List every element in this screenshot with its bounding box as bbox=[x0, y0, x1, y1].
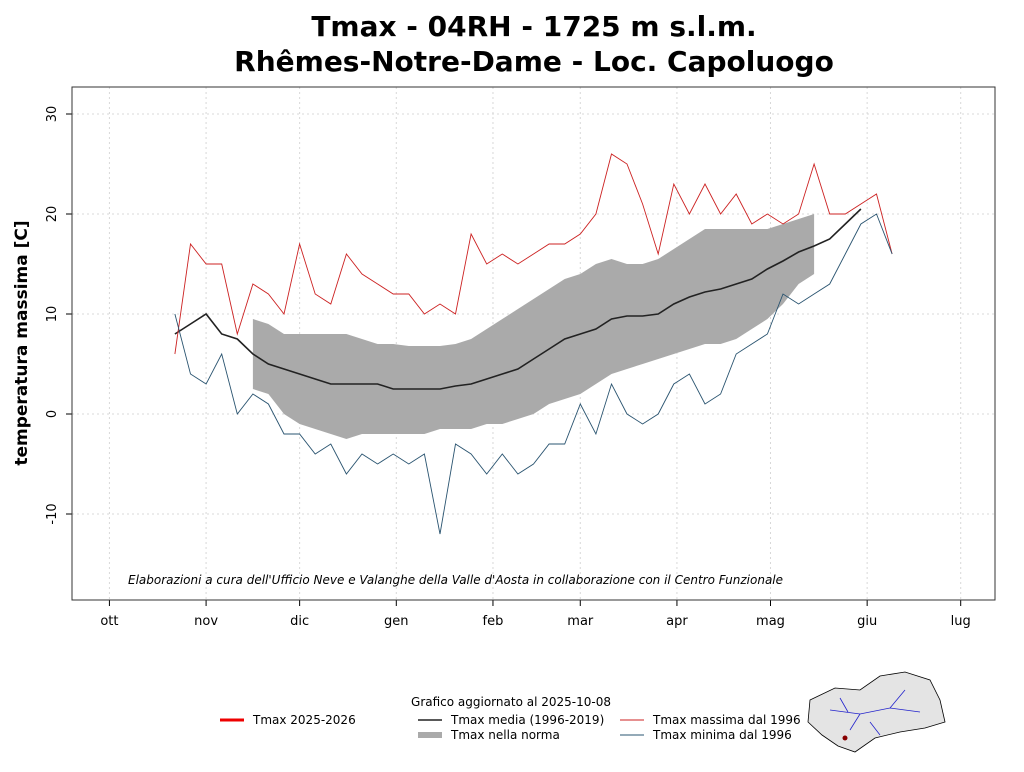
region-map bbox=[807, 671, 946, 753]
x-tick-label: giu bbox=[857, 614, 877, 629]
chart-title: Tmax - 04RH - 1725 m s.l.m. bbox=[311, 10, 756, 43]
y-tick-label: 0 bbox=[45, 410, 60, 418]
y-tick-label: 10 bbox=[45, 306, 60, 323]
legend-label: Tmax minima dal 1996 bbox=[652, 728, 792, 742]
legend-label: Tmax 2025-2026 bbox=[252, 713, 356, 727]
y-axis-label: temperatura massima [C] bbox=[12, 220, 32, 465]
x-tick-label: apr bbox=[666, 614, 688, 629]
x-tick-label: dic bbox=[290, 614, 309, 629]
y-tick-label: 20 bbox=[45, 206, 60, 223]
legend-label: Tmax nella norma bbox=[450, 728, 560, 742]
series-line bbox=[174, 208, 862, 390]
x-tick-label: feb bbox=[483, 614, 504, 629]
plot-frame bbox=[71, 86, 996, 601]
update-note: Grafico aggiornato al 2025-10-08 bbox=[411, 695, 611, 709]
credit-note: Elaborazioni a cura dell'Ufficio Neve e … bbox=[128, 573, 783, 587]
x-tick-label: mag bbox=[756, 614, 785, 629]
x-tick-label: nov bbox=[194, 614, 218, 629]
x-tick-label: gen bbox=[384, 614, 409, 629]
legend-label: Tmax media (1996-2019) bbox=[450, 713, 604, 727]
chart-subtitle: Rhêmes-Notre-Dame - Loc. Capoluogo bbox=[234, 45, 834, 78]
series-line bbox=[174, 153, 893, 355]
x-tick-label: ott bbox=[100, 614, 118, 629]
x-tick-label: lug bbox=[951, 614, 971, 629]
x-tick-label: mar bbox=[567, 614, 594, 629]
series-line bbox=[174, 213, 893, 535]
norm-band bbox=[252, 214, 815, 439]
y-tick-label: -10 bbox=[45, 503, 60, 524]
y-tick-label: 30 bbox=[45, 106, 60, 123]
legend-label: Tmax massima dal 1996 bbox=[652, 713, 801, 727]
